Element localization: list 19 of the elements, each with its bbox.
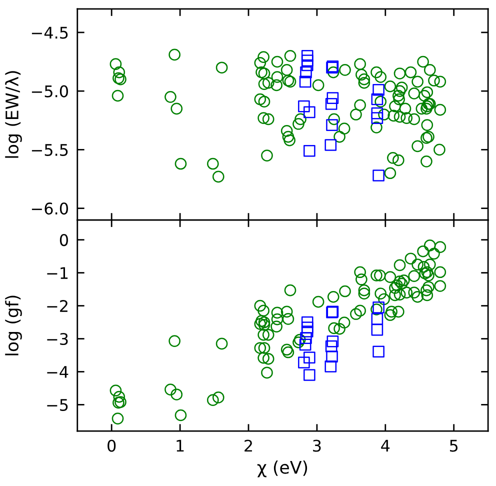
y-tick-label: −4.5	[32, 26, 68, 39]
y-tick-label: −3	[47, 332, 68, 346]
y-tick-label: −5	[47, 399, 68, 411]
x-axis-title: χ (eV)	[257, 460, 308, 478]
y-axis-title: log (gf)	[5, 296, 22, 356]
y-tick-label: −5.0	[32, 85, 68, 98]
y-tick-label: −6.0	[32, 202, 68, 215]
x-tick-label: 1	[176, 440, 184, 452]
x-tick-label: 5	[450, 440, 458, 452]
x-tick-label: 0	[108, 440, 116, 452]
y-tick-label: −5.5	[32, 144, 68, 156]
y-tick-label: 0	[60, 234, 68, 246]
y-axis-title: log (EW/λ)	[5, 71, 22, 158]
x-tick-label: 2	[244, 440, 252, 452]
y-tick-label: −1	[47, 267, 68, 279]
x-tick-label: 3	[313, 440, 321, 452]
y-tick-label: −2	[47, 300, 68, 312]
y-tick-label: −4	[47, 366, 68, 378]
x-tick-label: 4	[381, 440, 390, 452]
